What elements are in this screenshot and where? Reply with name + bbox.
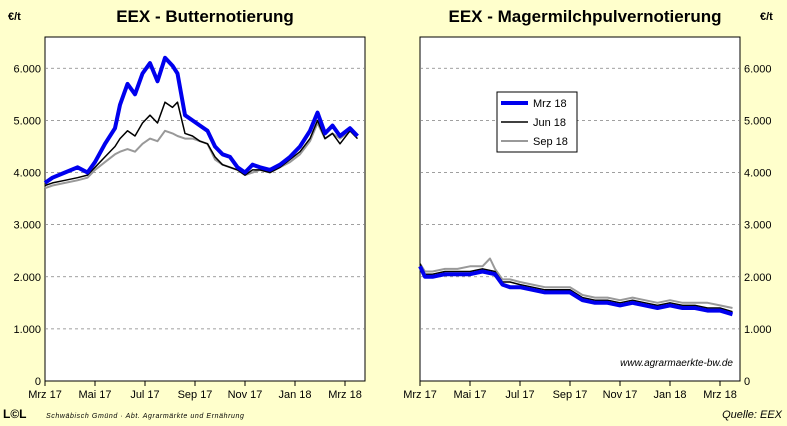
- butter-y-tick-label: 6.000: [13, 63, 41, 75]
- smp-y-tick-label: 6.000: [744, 63, 772, 75]
- butter-x-tick-label: Mrz 17: [28, 389, 62, 401]
- smp-x-tick-label: Nov 17: [603, 389, 638, 401]
- butter-y-tick-label: 5.000: [13, 115, 41, 127]
- legend-label-jun18: Jun 18: [533, 117, 566, 129]
- butter-plot-area: [44, 36, 366, 382]
- website-annotation: www.agrarmaerkte-bw.de: [620, 358, 733, 369]
- smp-x-tick-label: Mrz 18: [703, 389, 737, 401]
- smp-series-jun18: [419, 263, 733, 313]
- logo: L©L: [3, 407, 27, 421]
- smp-y-tick-label: 3.000: [744, 220, 772, 232]
- smp-grid: [420, 67, 740, 330]
- butter-x-ticks: Mrz 17 Mai 17 Jul 17 Sep 17 Nov 17 Jan 18 Mrz …: [28, 381, 362, 401]
- butter-chart: 0 1.000 2.000 3.000 4.000 5.000 6.000 Mrz 17 Ma…: [8, 7, 366, 401]
- legend-label-mrz18: Mrz 18: [533, 98, 567, 110]
- butter-lines: [43, 55, 359, 190]
- smp-y-ticks: 0 1.000 2.000 3.000 4.000 5.000 6.000: [744, 63, 772, 388]
- smp-x-ticks: Mrz 17 Mai 17 Jul 17 Sep 17 Nov 17 Jan 18 Mrz …: [403, 381, 737, 401]
- butter-x-tick-label: Jan 18: [278, 389, 311, 401]
- legend-label-sep18: Sep 18: [533, 136, 568, 148]
- smp-y-tick-label: 0: [744, 376, 750, 388]
- smp-x-tick-label: Mrz 17: [403, 389, 437, 401]
- smp-series-sep18: [419, 257, 733, 309]
- smp-y-tick-label: 4.000: [744, 168, 772, 180]
- butter-x-tick-label: Mai 17: [78, 389, 111, 401]
- smp-x-tick-label: Jul 17: [505, 389, 534, 401]
- butter-title: EEX - Butternotierung: [116, 7, 294, 26]
- butter-series-jun18: [44, 101, 359, 187]
- smp-x-tick-label: Jan 18: [653, 389, 686, 401]
- smp-lines: [418, 257, 734, 317]
- smp-series-mrz18: [418, 265, 734, 317]
- smp-y-tick-label: 1.000: [744, 324, 772, 336]
- smp-unit: €/t: [760, 11, 773, 23]
- butter-y-tick-label: 4.000: [13, 168, 41, 180]
- smp-x-tick-label: Mai 17: [453, 389, 486, 401]
- source-text: Quelle: EEX: [722, 409, 783, 421]
- smp-y-tick-label: 5.000: [744, 115, 772, 127]
- butter-grid: [45, 67, 365, 330]
- footer-text: Schwäbisch Gmünd · Abt. Agrarmärkte und …: [46, 413, 245, 420]
- butter-y-tick-label: 3.000: [13, 220, 41, 232]
- butter-series-mrz18: [43, 55, 359, 185]
- butter-x-tick-label: Jul 17: [130, 389, 159, 401]
- smp-chart: 0 1.000 2.000 3.000 4.000 5.000 6.000 Mrz 17 Ma…: [403, 7, 773, 401]
- butter-y-tick-label: 1.000: [13, 324, 41, 336]
- butter-unit: €/t: [8, 11, 21, 23]
- butter-x-tick-label: Sep 17: [178, 389, 213, 401]
- butter-y-tick-label: 0: [35, 376, 41, 388]
- butter-x-tick-label: Nov 17: [228, 389, 263, 401]
- smp-y-tick-label: 2.000: [744, 272, 772, 284]
- smp-title: EEX - Magermilchpulvernotierung: [449, 7, 722, 26]
- smp-legend: Mrz 18 Jun 18 Sep 18: [496, 91, 578, 153]
- butter-y-tick-label: 2.000: [13, 272, 41, 284]
- smp-plot-area: [419, 36, 741, 382]
- smp-x-tick-label: Sep 17: [553, 389, 588, 401]
- butter-y-ticks: 0 1.000 2.000 3.000 4.000 5.000 6.000: [13, 63, 41, 388]
- butter-x-tick-label: Mrz 18: [328, 389, 362, 401]
